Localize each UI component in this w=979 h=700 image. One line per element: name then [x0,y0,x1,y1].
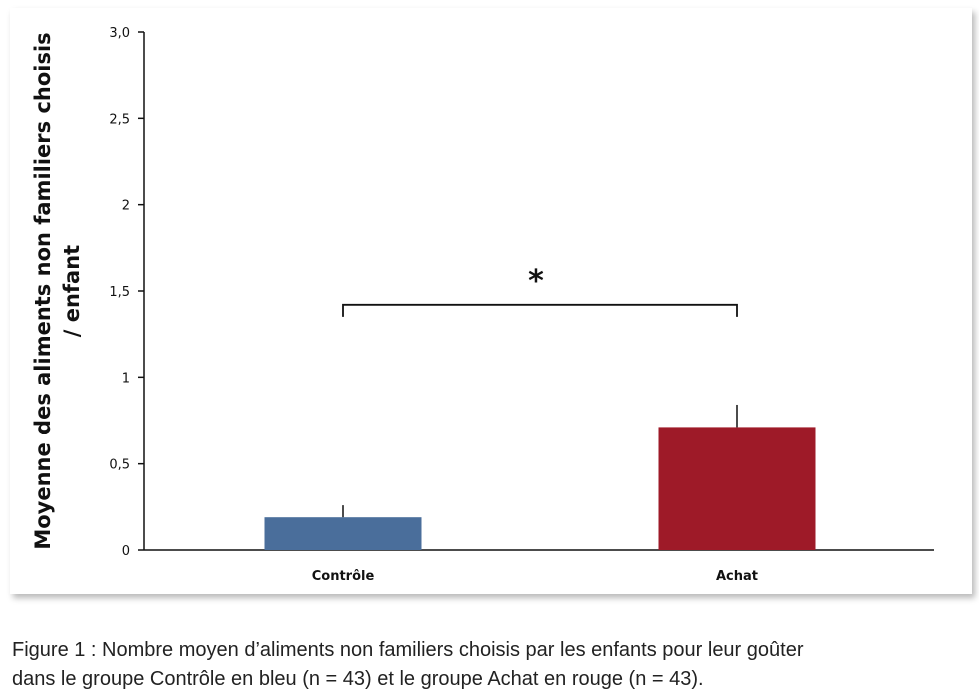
y-tick-label: 2 [122,199,130,214]
y-tick-label: 1 [122,371,130,386]
y-tick-label: 0,5 [109,458,130,473]
bar-achat [658,427,816,550]
y-tick-label: 1,5 [109,285,130,300]
significance-bracket [342,303,738,317]
category-label: Achat [716,569,758,584]
y-axis-ticks: 0 0,5 1 1,5 2 2,5 3,0 [109,26,144,559]
bar-controle [264,517,422,550]
significance-annotation: * [342,264,738,317]
y-axis-title-line: / enfant [60,245,84,337]
y-tick-label: 2,5 [109,112,130,127]
y-axis-title: Moyenne des aliments non familiers chois… [31,32,84,549]
figure-caption: Figure 1 : Nombre moyen d’aliments non f… [12,636,977,694]
bar-chart: Moyenne des aliments non familiers chois… [31,26,934,584]
category-label: Contrôle [312,569,375,584]
x-axis-labels: Contrôle Achat [312,569,758,584]
caption-line-2: dans le groupe Contrôle en bleu (n = 43)… [12,668,704,690]
caption-line-1: Figure 1 : Nombre moyen d’aliments non f… [12,639,804,661]
y-tick-label: 0 [122,544,130,559]
bars [264,404,816,550]
significance-marker: * [528,264,544,299]
y-axis-title-line: Moyenne des aliments non familiers chois… [31,32,55,549]
y-tick-label: 3,0 [109,26,130,41]
